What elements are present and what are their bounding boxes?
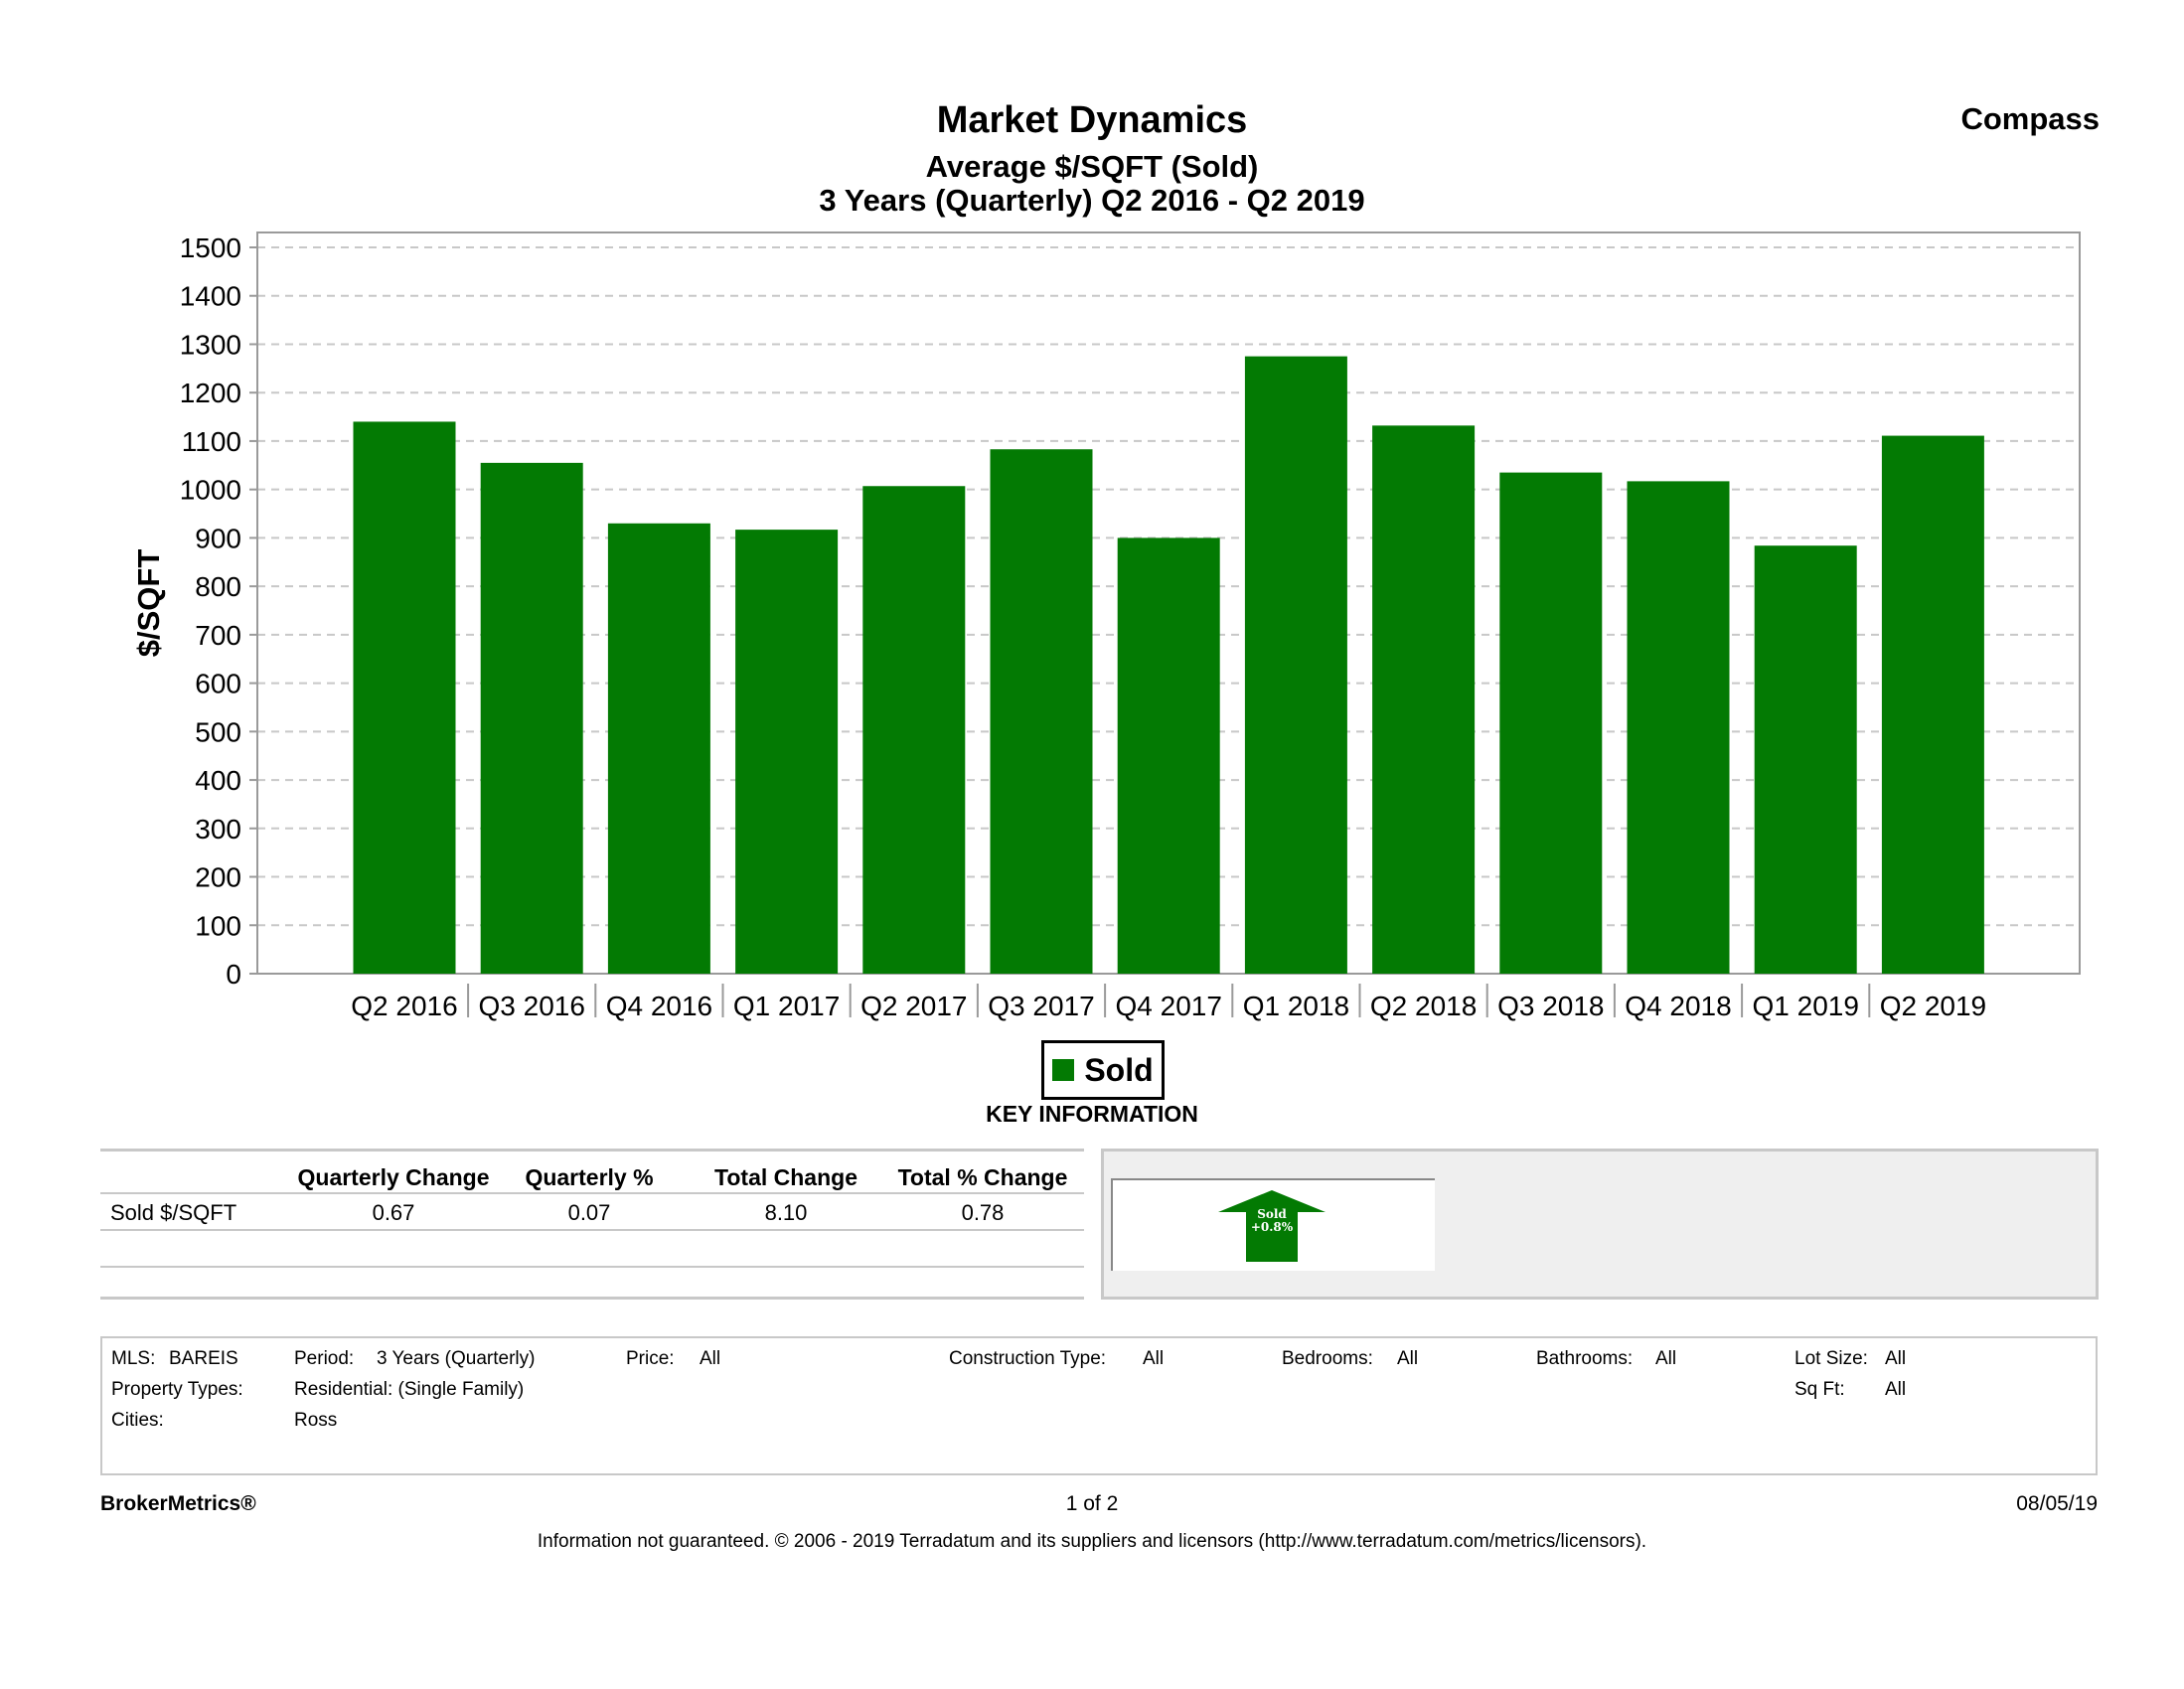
sq-ft-label: Sq Ft: (1794, 1379, 1845, 1400)
x-tick-label: Q1 2018 (1243, 991, 1349, 1021)
cities-value: Ross (294, 1410, 338, 1431)
y-tick-label: 1400 (180, 281, 241, 312)
bar (1881, 435, 1984, 975)
y-tick-label: 1300 (180, 329, 241, 360)
column-header: Quarterly Change (297, 1164, 490, 1190)
bar (1117, 537, 1220, 974)
brand-name: Compass (1960, 101, 2100, 136)
row-label: Sold $/SQFT (110, 1200, 237, 1225)
y-axis-ticks: 0 100 200 300 400 500 600 700 800 900 1000 1100 1200… (180, 232, 257, 990)
bar-chart: 0 100 200 300 400 500 600 700 800 900 1000 1100 1200… (131, 231, 2081, 1021)
table-header-rule (100, 1192, 1084, 1194)
x-tick-label: Q2 2016 (351, 991, 457, 1021)
y-tick-label: 800 (195, 571, 241, 602)
chart-subtitle: Average $/SQFT (Sold) (925, 149, 1259, 184)
y-tick-label: 1200 (180, 378, 241, 408)
table-top-rule (100, 1149, 1084, 1152)
price-label: Price: (626, 1348, 675, 1369)
cities-label: Cities: (111, 1410, 164, 1431)
column-header: Total % Change (897, 1164, 1068, 1190)
indicator-change: +0.8% (1250, 1220, 1294, 1234)
y-tick-label: 0 (226, 959, 241, 990)
filter-summary (100, 1336, 2098, 1475)
bar (1627, 481, 1730, 974)
chart-period: 3 Years (Quarterly) Q2 2016 - Q2 2019 (819, 183, 1365, 218)
key-information-heading: KEY INFORMATION (986, 1101, 1198, 1127)
up-arrow-icon (1218, 1190, 1326, 1262)
bar (1499, 472, 1603, 974)
construction-type-label: Construction Type: (949, 1348, 1107, 1369)
y-tick-label: 200 (195, 862, 241, 893)
disclaimer: Information not guaranteed. © 2006 - 201… (537, 1531, 1647, 1552)
period-label: Period: (294, 1348, 355, 1369)
table-cell: 0.07 (567, 1200, 611, 1225)
page-number: 1 of 2 (1065, 1492, 1119, 1515)
table-cell: 0.78 (961, 1200, 1005, 1225)
bar (1754, 545, 1857, 974)
indicator-series: Sold (1257, 1207, 1287, 1221)
bedrooms-value: All (1397, 1348, 1419, 1369)
x-tick-label: Q4 2017 (1115, 991, 1221, 1021)
table-row-rule (100, 1229, 1084, 1231)
x-axis-ticks: Q2 2016 Q3 2016 Q4 2016 Q1 2017 Q2 2017 Q3 20… (351, 984, 1986, 1021)
y-tick-label: 300 (195, 814, 241, 844)
sq-ft-value: All (1885, 1379, 1907, 1400)
y-axis-label: $/SQFT (131, 549, 166, 658)
x-tick-label: Q4 2016 (606, 991, 712, 1021)
bar (1244, 356, 1347, 974)
legend-label: Sold (1084, 1051, 1154, 1088)
mls-value: BAREIS (169, 1348, 238, 1369)
table-cell: 8.10 (764, 1200, 808, 1225)
legend-swatch (1052, 1059, 1075, 1081)
table-row-rule (100, 1266, 1084, 1268)
mls-label: MLS: (111, 1348, 156, 1369)
y-tick-label: 700 (195, 620, 241, 651)
x-tick-label: Q4 2018 (1625, 991, 1731, 1021)
chart-title: Market Dynamics (936, 99, 1248, 141)
construction-type-value: All (1143, 1348, 1165, 1369)
indicator-panel (1101, 1149, 2099, 1300)
lot-size-value: All (1885, 1348, 1907, 1369)
y-tick-label: 1500 (180, 232, 241, 263)
x-tick-label: Q1 2019 (1752, 991, 1858, 1021)
y-tick-label: 1100 (182, 426, 241, 457)
bathrooms-label: Bathrooms: (1536, 1348, 1634, 1369)
y-tick-label: 500 (195, 716, 241, 747)
x-tick-label: Q3 2016 (478, 991, 584, 1021)
bar (990, 449, 1093, 974)
price-value: All (700, 1348, 721, 1369)
table-cell: 0.67 (372, 1200, 415, 1225)
period-value: 3 Years (Quarterly) (377, 1348, 536, 1369)
bar (1372, 425, 1476, 975)
y-tick-label: 1000 (180, 475, 241, 506)
column-header: Total Change (714, 1164, 858, 1190)
bar (607, 523, 710, 974)
lot-size-label: Lot Size: (1794, 1348, 1868, 1369)
x-tick-label: Q2 2018 (1370, 991, 1477, 1021)
x-tick-label: Q1 2017 (733, 991, 840, 1021)
indicator-label: Sold +0.8% (1242, 1208, 1302, 1234)
bar (735, 530, 839, 974)
table-bottom-rule (100, 1297, 1084, 1300)
footer-brand: BrokerMetrics® (100, 1492, 256, 1515)
x-tick-label: Q3 2018 (1497, 991, 1604, 1021)
y-tick-label: 600 (195, 669, 241, 699)
x-tick-label: Q2 2019 (1880, 991, 1986, 1021)
bar (480, 462, 583, 974)
bathrooms-value: All (1655, 1348, 1677, 1369)
property-types-value: Residential: (Single Family) (294, 1379, 525, 1400)
legend: Sold (1041, 1040, 1165, 1100)
bedrooms-label: Bedrooms: (1282, 1348, 1373, 1369)
bars (353, 356, 1984, 975)
y-tick-label: 900 (195, 523, 241, 553)
y-tick-label: 400 (195, 765, 241, 796)
x-tick-label: Q3 2017 (988, 991, 1094, 1021)
y-tick-label: 100 (195, 910, 241, 941)
x-tick-label: Q2 2017 (860, 991, 967, 1021)
property-types-label: Property Types: (111, 1379, 243, 1400)
column-header: Quarterly % (525, 1164, 654, 1190)
bar (353, 421, 456, 974)
bar (862, 486, 966, 974)
report-date: 08/05/19 (2016, 1492, 2098, 1515)
